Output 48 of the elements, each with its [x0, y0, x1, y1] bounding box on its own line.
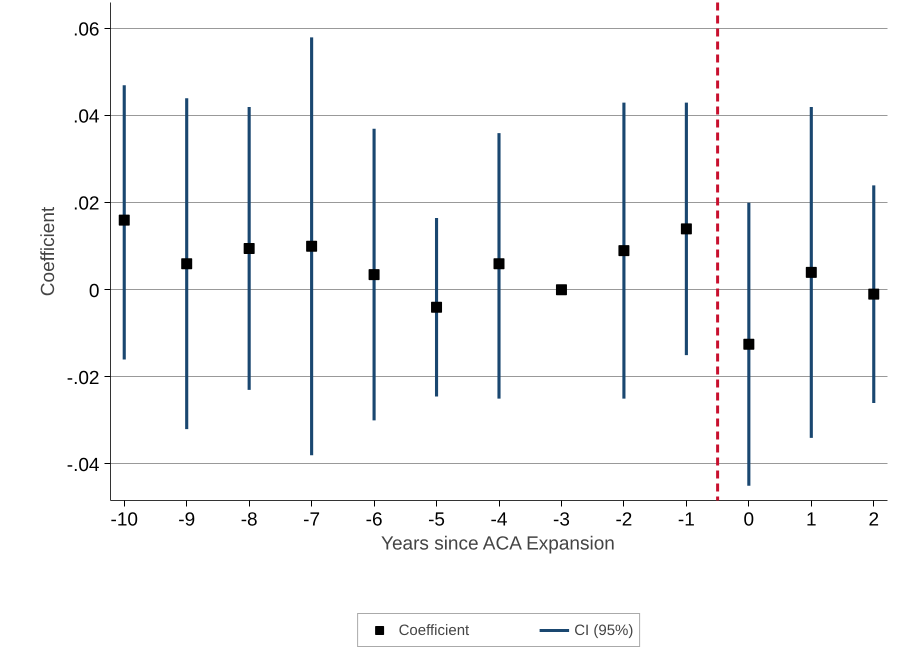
- bar: [372, 128, 376, 420]
- point: [556, 284, 567, 296]
- x-tick-label: -3: [553, 510, 570, 530]
- x-tick-label: -10: [110, 510, 138, 530]
- point: [244, 242, 255, 254]
- bar: [185, 98, 188, 430]
- bar: [747, 202, 750, 486]
- x-tick-label: -7: [303, 510, 320, 530]
- point: [181, 258, 192, 270]
- y-tick-label: 0: [88, 280, 100, 302]
- bar: [684, 102, 688, 356]
- x-tick-label: -5: [428, 510, 445, 530]
- x-tick-label: -2: [615, 510, 632, 530]
- bar: [810, 106, 813, 438]
- bar: [434, 218, 438, 396]
- x-tick-label: -8: [240, 510, 258, 530]
- x-tick-label: -9: [178, 510, 196, 530]
- point: [680, 223, 692, 234]
- point: [806, 266, 817, 278]
- bar: [310, 37, 314, 456]
- legend-label: CI (95%): [574, 622, 634, 638]
- x-tick-label: 0: [744, 510, 754, 530]
- bar: [497, 133, 501, 399]
- legend-label: Coefficient: [398, 622, 470, 638]
- bar: [872, 185, 876, 403]
- x-tick-label: -1: [678, 510, 695, 530]
- y-tick-label: .06: [73, 20, 100, 41]
- y-tick-label: -.04: [66, 454, 100, 476]
- y-tick-label: -.02: [66, 368, 100, 389]
- y-tick-label: .02: [73, 194, 100, 215]
- x-axis-title: Years since ACA Expansion: [381, 534, 615, 554]
- point: [618, 245, 630, 256]
- bar: [622, 102, 626, 399]
- y-tick-label: .04: [73, 106, 100, 128]
- x-tick-label: -4: [490, 510, 508, 530]
- x-tick-label: -6: [366, 510, 383, 530]
- x-tick-label: 2: [868, 510, 880, 530]
- y-axis-title: Coefficient: [38, 206, 59, 296]
- point: [431, 302, 442, 313]
- point: [368, 269, 380, 280]
- point: [868, 288, 880, 300]
- point: [494, 258, 504, 270]
- point: [118, 214, 130, 226]
- point: [743, 338, 754, 350]
- x-tick-label: 1: [806, 510, 817, 530]
- bar: [248, 106, 251, 390]
- bar: [122, 85, 126, 360]
- point: [306, 240, 318, 252]
